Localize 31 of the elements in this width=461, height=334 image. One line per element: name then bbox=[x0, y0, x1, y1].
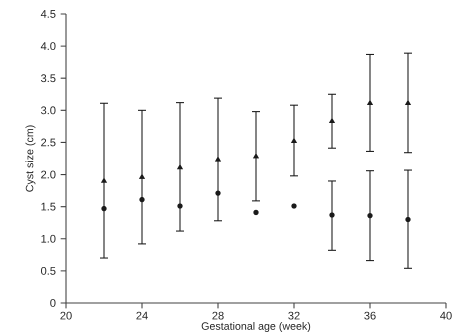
point bbox=[139, 196, 145, 202]
y-tick-label: 0.5 bbox=[41, 266, 56, 275]
x-axis-title: Gestational age (week) bbox=[202, 322, 310, 332]
point bbox=[291, 203, 297, 209]
point bbox=[139, 174, 145, 179]
y-tick-label: 2.0 bbox=[41, 170, 56, 178]
x-tick-label: 28 bbox=[212, 312, 224, 320]
y-tick-label: 4.0 bbox=[40, 42, 56, 50]
point bbox=[329, 212, 335, 218]
point bbox=[215, 190, 221, 196]
x-tick-label: 20 bbox=[60, 312, 72, 320]
x-tick-label: 40 bbox=[440, 312, 452, 320]
point bbox=[253, 153, 259, 158]
point bbox=[367, 212, 373, 218]
point bbox=[253, 210, 259, 216]
point bbox=[101, 206, 107, 212]
x-tick-label: 24 bbox=[136, 312, 148, 320]
y-axis-title: Cyst size (cm) bbox=[25, 125, 36, 192]
y-tick-label: 2.5 bbox=[41, 138, 56, 146]
y-tick-label: 1.5 bbox=[41, 202, 56, 211]
y-tick-label: 3.5 bbox=[40, 74, 56, 82]
y-tick-label: 1.0 bbox=[41, 234, 56, 243]
y-tick-label: 3.0 bbox=[40, 106, 56, 114]
y-tick-label: 4.5 bbox=[40, 10, 56, 18]
point bbox=[405, 216, 411, 222]
point bbox=[101, 178, 107, 183]
x-tick-label: 32 bbox=[288, 312, 300, 320]
point bbox=[177, 164, 183, 170]
y-tick-label: 0 bbox=[50, 299, 56, 307]
point bbox=[177, 203, 183, 209]
x-tick-label: 36 bbox=[364, 312, 376, 320]
